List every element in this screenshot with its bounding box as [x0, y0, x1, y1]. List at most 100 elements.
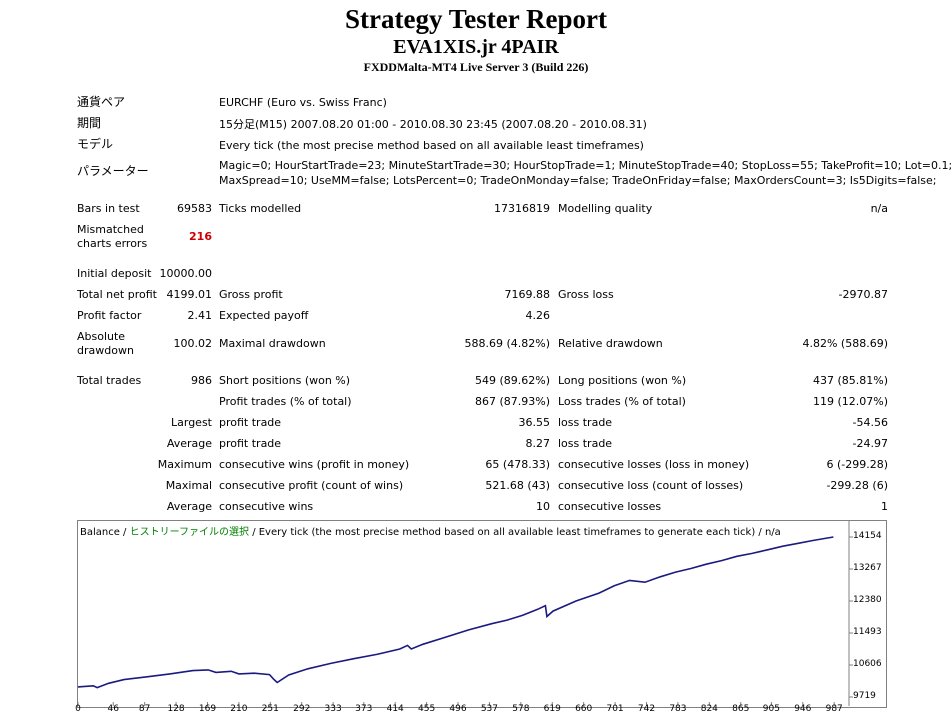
short-label: Short positions (won %) — [219, 374, 351, 387]
chart-title: Balance / ヒストリーファイルの選択 / Every tick (the… — [80, 523, 781, 538]
x-tick-label: 0 — [75, 704, 81, 714]
mismatch-value: 216 — [189, 230, 212, 243]
grossprofit-label: Gross profit — [219, 288, 283, 301]
ea-name: EVA1XIS.jr 4PAIR — [393, 36, 559, 58]
largest-profit-value: 36.55 — [518, 416, 551, 429]
pf-value: 2.41 — [187, 309, 213, 322]
mismatch-label-1: Mismatched — [77, 223, 144, 236]
report-title: Strategy Tester Report — [345, 4, 607, 34]
x-tick-label: 251 — [261, 704, 279, 714]
symbol-value: EURCHF (Euro vs. Swiss Franc) — [219, 96, 387, 109]
ltrades-value: 119 (12.07%) — [812, 395, 888, 408]
average-loss-label: loss trade — [558, 437, 613, 450]
long-label: Long positions (won %) — [558, 374, 687, 387]
absdd-label-1: Absolute — [77, 330, 126, 343]
mismatch-label-2: charts errors — [77, 237, 148, 250]
ptrades-value: 867 (87.93%) — [474, 395, 550, 408]
symbol-label: 通貨ペア — [77, 95, 126, 109]
x-tick-label: 455 — [418, 704, 436, 714]
y-tick-label: 12380 — [853, 595, 882, 605]
payoff-value: 4.26 — [525, 309, 551, 322]
x-tick-label: 46 — [107, 704, 119, 714]
netprofit-label: Total net profit — [77, 288, 157, 301]
average-loss-value: -24.97 — [852, 437, 888, 450]
balance-line — [77, 536, 834, 689]
x-tick-label: 824 — [700, 704, 718, 714]
x-tick-label: 742 — [637, 704, 656, 714]
avglosses-value: 1 — [881, 500, 888, 513]
bars-label: Bars in test — [77, 202, 140, 215]
x-tick-label: 496 — [449, 704, 467, 714]
short-value: 549 (89.62%) — [474, 374, 550, 387]
closses-label: consecutive losses (loss in money) — [558, 458, 750, 471]
ticks-label: Ticks modelled — [219, 202, 302, 215]
x-tick-label: 87 — [138, 704, 151, 714]
avgwins-value: 10 — [536, 500, 550, 513]
y-tick-label: 10606 — [853, 659, 882, 669]
absdd-label-2: drawdown — [77, 344, 134, 357]
ticks-value: 17316819 — [494, 202, 550, 215]
grossloss-label: Gross loss — [558, 288, 614, 301]
pf-label: Profit factor — [77, 309, 142, 322]
reldd-label: Relative drawdown — [558, 337, 663, 350]
deposit-label: Initial deposit — [77, 267, 152, 280]
trades-label: Total trades — [77, 374, 142, 387]
largest-label: Largest — [171, 416, 212, 429]
params-line2: MaxSpread=10; UseMM=false; LotsPercent=0… — [219, 174, 937, 187]
maxdd-label: Maximal drawdown — [219, 337, 326, 350]
x-tick-label: 619 — [543, 704, 561, 714]
balance-chart-frame — [77, 520, 887, 708]
x-tick-label: 578 — [512, 704, 530, 714]
model-label: モデル — [77, 137, 114, 151]
x-tick-label: 946 — [794, 704, 812, 714]
deposit-value: 10000.00 — [159, 267, 213, 280]
x-tick-label: 292 — [293, 704, 311, 714]
y-tick-label: 13267 — [853, 563, 882, 573]
x-tick-label: 905 — [762, 704, 780, 714]
maxdd-value: 588.69 (4.82%) — [464, 337, 550, 350]
x-tick-label: 660 — [575, 704, 593, 714]
model-value: Every tick (the most precise method base… — [219, 139, 644, 152]
average-profit-value: 8.27 — [525, 437, 551, 450]
average2-label: Average — [166, 500, 212, 513]
period-label: 期間 — [77, 116, 102, 130]
x-tick-label: 865 — [732, 704, 750, 714]
average-profit-label: profit trade — [219, 437, 282, 450]
maximum-label: Maximum — [157, 458, 212, 471]
x-tick-label: 169 — [198, 704, 217, 714]
largest-loss-label: loss trade — [558, 416, 613, 429]
x-tick-label: 537 — [480, 704, 499, 714]
x-tick-label: 783 — [669, 704, 687, 714]
reldd-value: 4.82% (588.69) — [802, 337, 888, 350]
avglosses-label: consecutive losses — [558, 500, 662, 513]
chart-title-part3: / Every tick (the most precise method ba… — [249, 527, 781, 538]
average-label: Average — [166, 437, 212, 450]
chart-title-history: ヒストリーファイルの選択 — [129, 527, 250, 538]
trades-value: 986 — [191, 374, 212, 387]
ltrades-label: Loss trades (% of total) — [558, 395, 686, 408]
closses-value: 6 (-299.28) — [826, 458, 888, 471]
x-tick-label: 373 — [355, 704, 373, 714]
x-tick-label: 128 — [167, 704, 185, 714]
y-tick-label: 11493 — [853, 627, 882, 637]
grossloss-value: -2970.87 — [838, 288, 888, 301]
x-tick-label: 210 — [230, 704, 248, 714]
x-tick-label: 333 — [324, 704, 342, 714]
period-value: 15分足(M15) 2007.08.20 01:00 - 2010.08.30 … — [219, 118, 647, 131]
payoff-label: Expected payoff — [219, 309, 309, 322]
closs-value: -299.28 (6) — [826, 479, 888, 492]
y-tick-label: 9719 — [853, 691, 876, 701]
quality-value: n/a — [870, 202, 888, 215]
absdd-value: 100.02 — [173, 337, 213, 350]
quality-label: Modelling quality — [558, 202, 653, 215]
largest-loss-value: -54.56 — [852, 416, 888, 429]
chart-title-part1: Balance / — [80, 527, 130, 538]
closs-label: consecutive loss (count of losses) — [558, 479, 744, 492]
bars-value: 69583 — [177, 202, 212, 215]
largest-profit-label: profit trade — [219, 416, 282, 429]
avgwins-label: consecutive wins — [219, 500, 314, 513]
netprofit-value: 4199.01 — [166, 288, 213, 301]
cprofit-label: consecutive profit (count of wins) — [219, 479, 404, 492]
params-line1: Magic=0; HourStartTrade=23; MinuteStartT… — [219, 159, 952, 172]
grossprofit-value: 7169.88 — [504, 288, 551, 301]
